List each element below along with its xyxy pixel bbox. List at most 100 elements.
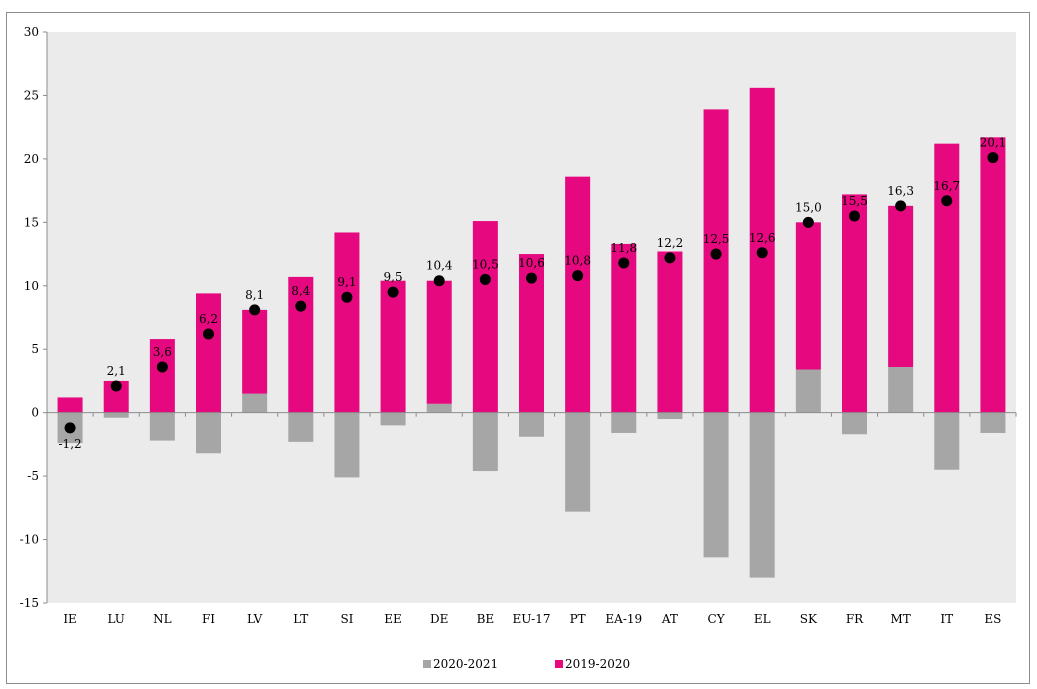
data-label: 3,6 (153, 345, 172, 359)
marker-dot (987, 152, 999, 164)
y-tick-label: 10 (24, 279, 39, 293)
bar-series-2019-2020 (888, 205, 914, 367)
bar-series-2020-2021 (426, 403, 452, 413)
marker-dot (203, 328, 214, 340)
x-category-label: FR (846, 612, 864, 626)
marker-dot (526, 272, 537, 284)
bar-series-2020-2021 (242, 393, 268, 413)
legend-item-2020-2021-label: 2020-2021 (433, 657, 498, 671)
bar-series-2019-2020 (426, 280, 452, 404)
marker-dot (479, 273, 491, 285)
bar-series-2020-2021 (980, 412, 1006, 433)
bar-series-2020-2021 (749, 412, 775, 578)
y-tick-label: 15 (24, 215, 39, 229)
data-label: 9,5 (384, 270, 403, 284)
data-label: 15,5 (841, 194, 868, 208)
legend-item-2019-2020-label: 2019-2020 (565, 657, 630, 671)
bars-group (57, 87, 1006, 578)
y-tick-label: 5 (31, 342, 39, 356)
bar-series-2019-2020 (657, 251, 683, 413)
data-label: 8,1 (245, 288, 264, 302)
bar-series-2019-2020 (703, 109, 729, 413)
data-label: 2,1 (107, 364, 126, 378)
x-category-label: IT (940, 612, 953, 626)
bar-series-2019-2020 (57, 397, 83, 413)
data-label: 6,2 (199, 312, 218, 326)
y-tick-label: 30 (24, 25, 39, 39)
bar-series-2020-2021 (611, 412, 637, 433)
marker-dot (618, 257, 630, 269)
bar-series-2020-2021 (795, 369, 821, 413)
markers-group: -1,2 2,1 3,6 6,2 8,1 8,4 9,1 9,5 10,4 10,5 10,6 10,… (59, 136, 1007, 451)
data-label: 12,2 (657, 236, 684, 250)
x-category-label: SK (800, 612, 818, 626)
bar-series-2019-2020 (934, 143, 960, 413)
bar-series-2019-2020 (196, 293, 221, 413)
axes-group: -15 -10 -5 0 5 10 15 20 25 30 IE LU NL FI LV LT SI EE DE BE… (20, 25, 1017, 626)
bar-series-2020-2021 (288, 412, 314, 442)
bar-series-2019-2020 (334, 232, 360, 413)
x-category-label: FI (202, 612, 215, 626)
bar-series-2020-2021 (657, 412, 683, 420)
x-category-label: CY (708, 612, 726, 626)
bar-series-2020-2021 (334, 412, 360, 478)
data-label: 10,4 (426, 259, 453, 273)
marker-dot (433, 275, 445, 287)
data-label: 20,1 (980, 136, 1007, 150)
marker-dot (249, 304, 261, 316)
x-category-label: PT (570, 612, 586, 626)
marker-dot (802, 216, 814, 228)
marker-dot (895, 200, 907, 212)
y-tick-label: -10 (20, 533, 39, 547)
x-category-label: ES (984, 612, 1001, 626)
bar-series-2020-2021 (472, 412, 498, 472)
bar-series-2019-2020 (611, 243, 637, 413)
data-label: 10,8 (564, 254, 591, 268)
x-category-label: SI (340, 612, 353, 626)
x-category-label: AT (661, 612, 678, 626)
x-category-label: DE (430, 612, 448, 626)
y-tick-label: 0 (31, 406, 39, 420)
bar-series-2020-2021 (565, 412, 591, 512)
bar-series-2020-2021 (519, 412, 544, 437)
y-tick-label: 25 (24, 88, 39, 102)
x-category-label: EL (754, 612, 771, 626)
bar-series-2020-2021 (380, 412, 406, 426)
bar-series-2019-2020 (242, 309, 268, 394)
data-label: 16,7 (933, 179, 960, 193)
bar-series-2019-2020 (380, 280, 406, 413)
x-category-label: EE (384, 612, 402, 626)
data-label: 12,5 (703, 232, 730, 246)
marker-dot (295, 300, 307, 312)
data-label: 16,3 (887, 184, 914, 198)
x-category-label: EA-19 (605, 612, 642, 626)
data-label: 12,6 (749, 231, 776, 245)
x-category-label: LV (247, 612, 263, 626)
legend-item-2020-2021-swatch (423, 660, 431, 668)
bar-series-2020-2021 (888, 366, 914, 413)
x-category-label: IE (63, 612, 77, 626)
legend-item-2019-2020-swatch (555, 660, 563, 668)
y-tick-label: -5 (27, 469, 39, 483)
marker-dot (756, 247, 768, 259)
marker-dot (387, 286, 399, 298)
marker-dot (849, 210, 860, 222)
bar-series-2019-2020 (288, 276, 314, 413)
x-category-label: BE (477, 612, 495, 626)
bar-series-2019-2020 (795, 222, 821, 370)
bar-series-2020-2021 (103, 412, 129, 418)
data-label: -1,2 (59, 437, 82, 451)
marker-dot (64, 422, 76, 434)
legend: 2020-2021 2019-2020 (423, 657, 630, 671)
bar-series-2020-2021 (842, 412, 867, 435)
x-category-label: EU-17 (513, 612, 551, 626)
data-label: 10,5 (472, 257, 499, 271)
bar-series-2019-2020 (472, 221, 498, 413)
marker-dot (572, 270, 584, 282)
bar-series-2019-2020 (980, 137, 1006, 413)
data-label: 8,4 (291, 284, 310, 298)
marker-dot (664, 252, 676, 264)
data-label: 10,6 (518, 256, 545, 270)
marker-dot (941, 195, 953, 207)
data-label: 9,1 (337, 275, 356, 289)
